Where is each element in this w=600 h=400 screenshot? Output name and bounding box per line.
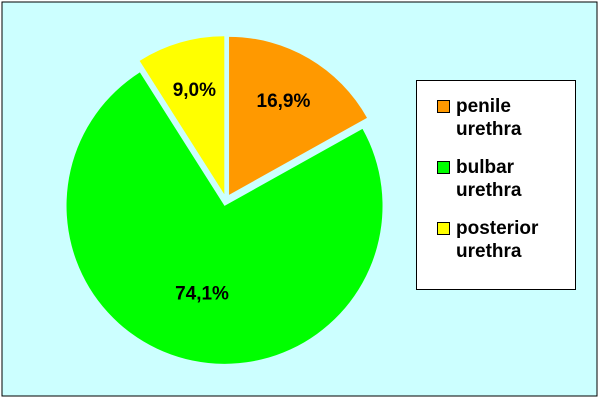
- legend-swatch: [437, 222, 450, 235]
- pie-slice: [139, 36, 225, 195]
- data-label: 9,0%: [173, 80, 216, 101]
- data-label: 16,9%: [257, 91, 311, 112]
- legend-label: bulbar urethra: [456, 157, 522, 201]
- legend-label: penile urethra: [456, 96, 522, 140]
- legend-item: bulbar urethra: [437, 156, 575, 202]
- legend-label: posterior urethra: [456, 218, 539, 262]
- legend-swatch: [437, 100, 450, 113]
- legend-item: posterior urethra: [437, 217, 575, 263]
- pie-slice: [66, 72, 383, 364]
- data-label: 74,1%: [175, 284, 229, 305]
- legend: penile urethra bulbar urethra posterior ur…: [416, 80, 576, 290]
- legend-item: penile urethra: [437, 95, 575, 141]
- pie-slice: [229, 36, 368, 195]
- legend-swatch: [437, 161, 450, 174]
